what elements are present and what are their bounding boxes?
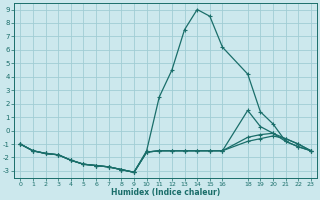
X-axis label: Humidex (Indice chaleur): Humidex (Indice chaleur) — [111, 188, 220, 197]
